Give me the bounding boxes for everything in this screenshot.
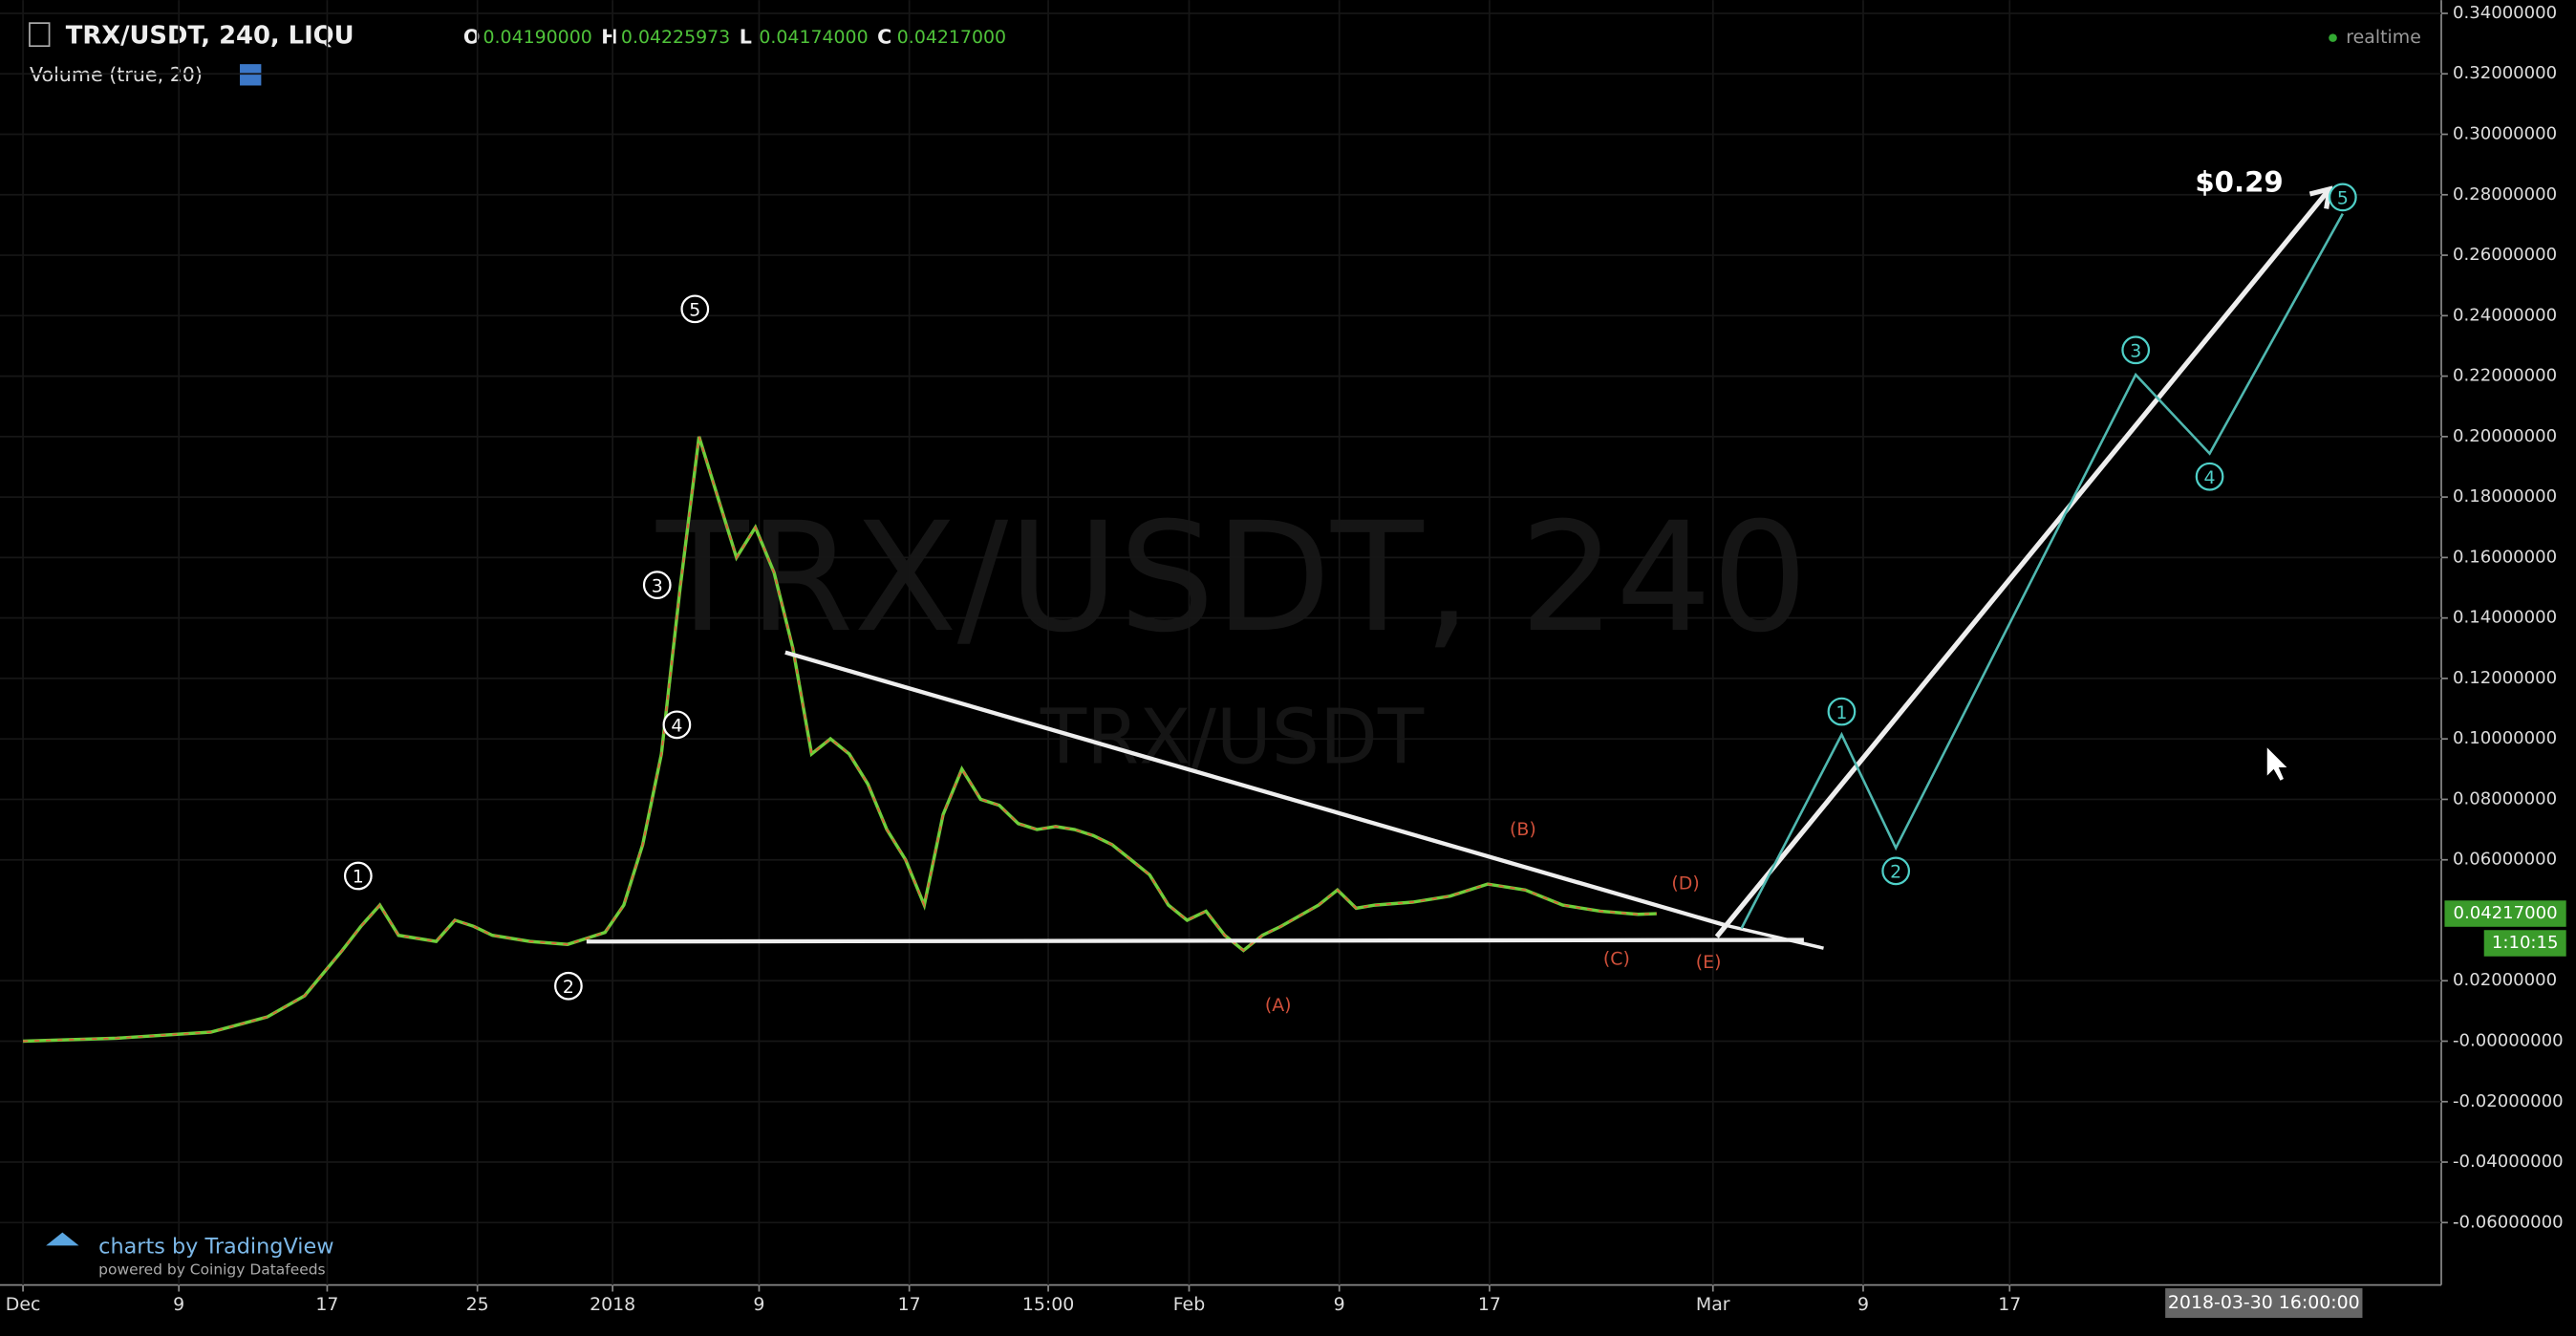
price-line-shadow xyxy=(23,436,1657,1043)
x-tick-label: 15:00 xyxy=(1022,1294,1075,1315)
wave-circle xyxy=(2195,462,2224,491)
wave-label: 3 xyxy=(652,575,663,596)
wave-label: (A) xyxy=(1265,995,1292,1016)
x-tick-label: 2018 xyxy=(590,1294,635,1315)
watermark-sub: TRX/USDT xyxy=(1040,694,1425,782)
ohlc-key: O xyxy=(463,26,481,49)
x-tick-label: 9 xyxy=(1857,1294,1869,1315)
wave-label: 5 xyxy=(2337,188,2349,209)
watermark: TRX/USDT, 240 xyxy=(655,490,1808,666)
x-tick-label: 9 xyxy=(1334,1294,1345,1315)
y-tick-label: 0.26000000 xyxy=(2453,245,2557,265)
wave-circle xyxy=(642,571,672,600)
trendline-ext xyxy=(1724,923,1824,950)
y-tick-label: 0.06000000 xyxy=(2453,850,2557,870)
x-tick-label: Dec xyxy=(6,1294,41,1315)
wave-label: $0.29 xyxy=(2195,166,2283,199)
y-tick-label: -0.04000000 xyxy=(2453,1152,2564,1172)
wave-label: (C) xyxy=(1603,949,1630,970)
x-tick-label: 17 xyxy=(1998,1294,2021,1315)
price-tag-label: 0.04217000 xyxy=(2454,903,2558,923)
y-tick-label: 0.14000000 xyxy=(2453,608,2557,628)
y-tick-label: 0.24000000 xyxy=(2453,305,2557,325)
x-tick-label: 17 xyxy=(315,1294,338,1315)
y-tick-label: 0.16000000 xyxy=(2453,547,2557,567)
settings-icon[interactable] xyxy=(240,64,262,86)
cursor xyxy=(2266,747,2287,781)
branding-sub: powered by Coinigy Datafeeds xyxy=(98,1261,325,1279)
wave-label: 4 xyxy=(671,716,682,737)
ohlc-value: 0.04174000 xyxy=(759,27,868,48)
y-tick-label: 0.10000000 xyxy=(2453,728,2557,748)
wave-label: 1 xyxy=(353,867,364,888)
projection-arrow xyxy=(1714,187,2332,938)
ohlc-value: 0.04217000 xyxy=(897,27,1006,48)
y-tick-label: 0.08000000 xyxy=(2453,788,2557,808)
y-tick-label: 0.32000000 xyxy=(2453,63,2557,83)
countdown-tag xyxy=(2483,930,2566,957)
wave-label: (E) xyxy=(1696,952,1722,973)
y-tick-label: 0.30000000 xyxy=(2453,124,2557,144)
symbol-title[interactable]: TRX/USDT, 240, LIQU xyxy=(66,21,354,50)
collapse-icon[interactable] xyxy=(29,22,51,48)
x-tick-label: Feb xyxy=(1173,1294,1205,1315)
wave-label: 2 xyxy=(563,977,574,998)
countdown: 1:10:15 xyxy=(2492,933,2559,953)
wave-circle xyxy=(1881,856,1911,886)
realtime-dot xyxy=(2329,33,2337,42)
branding[interactable]: charts by TradingView xyxy=(98,1235,333,1260)
x-tick-label: 9 xyxy=(173,1294,184,1315)
y-tick-label: 0.20000000 xyxy=(2453,426,2557,446)
wave-label: 2 xyxy=(1890,862,1901,883)
wave-label: 1 xyxy=(1835,702,1847,723)
y-tick-label: 0.34000000 xyxy=(2453,3,2557,23)
price-tag xyxy=(2444,900,2566,927)
trendline-lower xyxy=(586,937,1804,944)
ohlc-key: C xyxy=(877,26,891,49)
projection-wave xyxy=(1740,212,2344,930)
wave-label: (D) xyxy=(1671,873,1699,894)
x-tick-label: 17 xyxy=(1478,1294,1501,1315)
realtime[interactable]: realtime xyxy=(2346,27,2421,48)
y-tick-label: -0.06000000 xyxy=(2453,1212,2564,1232)
y-tick-label: 0.02000000 xyxy=(2453,970,2557,990)
ohlc-value: 0.04190000 xyxy=(483,27,592,48)
y-tick-label: 0.28000000 xyxy=(2453,184,2557,205)
y-tick-label: 0.22000000 xyxy=(2453,366,2557,386)
ohlc-value: 0.04225973 xyxy=(621,27,730,48)
wave-circle xyxy=(1827,697,1857,726)
wave-circle xyxy=(554,971,583,1001)
y-tick-label: -0.02000000 xyxy=(2453,1091,2564,1111)
y-tick-label: -0.00000000 xyxy=(2453,1031,2564,1051)
wave-circle xyxy=(343,861,373,891)
trendline-upper xyxy=(784,650,1726,928)
x-tick-label: 9 xyxy=(753,1294,764,1315)
wave-label: 5 xyxy=(689,300,700,321)
wave-circle xyxy=(2328,183,2357,212)
wave-label: 3 xyxy=(2130,341,2141,362)
x-tick-label: Mar xyxy=(1696,1294,1730,1315)
wave-label: 4 xyxy=(2204,467,2216,488)
tv-logo xyxy=(46,1232,79,1246)
x-tick-label: 25 xyxy=(466,1294,489,1315)
ohlc-key: L xyxy=(740,26,752,49)
cursor-time: 2018-03-30 16:00:00 xyxy=(2168,1292,2360,1313)
wave-circle xyxy=(2121,335,2151,365)
wave-circle xyxy=(662,710,692,740)
wave-label: (B) xyxy=(1510,819,1536,840)
x-tick-label: 17 xyxy=(898,1294,921,1315)
wave-circle xyxy=(680,294,710,324)
ohlc-key: H xyxy=(601,26,617,49)
y-tick-label: 0.12000000 xyxy=(2453,668,2557,688)
volume-label[interactable]: Volume (true, 20) xyxy=(30,63,203,86)
cursor-time-box xyxy=(2165,1288,2363,1319)
arrow-head xyxy=(2308,185,2333,209)
y-tick-label: 0.18000000 xyxy=(2453,486,2557,506)
